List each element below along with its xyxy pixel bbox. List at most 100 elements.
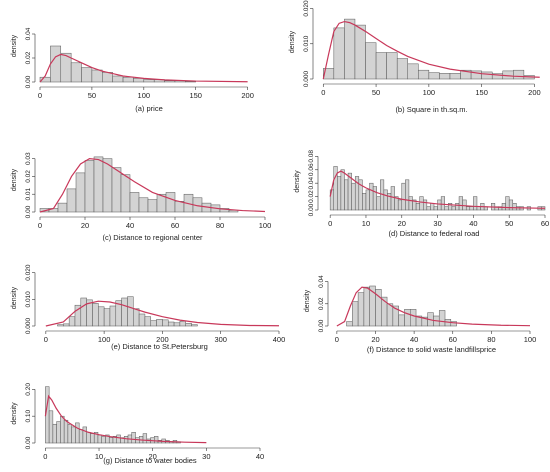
histogram-bar: [426, 206, 431, 211]
histogram-bar: [97, 434, 102, 444]
histogram-bar: [173, 322, 181, 327]
histogram-bar: [398, 314, 405, 327]
histogram-bar: [363, 286, 370, 327]
histogram-bar: [383, 189, 388, 211]
histogram-bar: [122, 76, 134, 83]
histogram-bar: [156, 319, 163, 327]
y-axis-label: density: [11, 286, 18, 309]
histogram-bar: [120, 174, 131, 213]
histogram-bar: [191, 324, 198, 327]
histogram-bar: [458, 196, 463, 211]
histogram-bar: [150, 320, 157, 327]
y-tick-label: 0.00: [318, 319, 325, 332]
x-tick-label: 0: [43, 452, 47, 461]
histogram-bar: [67, 423, 72, 444]
histogram-bar: [344, 179, 349, 211]
x-tick-label: 40: [410, 335, 418, 344]
x-tick-label: 0: [44, 335, 48, 344]
y-tick-label: 0.010: [25, 291, 32, 308]
histogram-bar: [116, 434, 121, 444]
histogram-bar: [127, 296, 134, 327]
panel-caption: (g) Distance to water bodies: [103, 456, 197, 465]
x-tick-label: 200: [156, 335, 169, 344]
panel-caption: (a) price: [135, 104, 163, 113]
histogram-bar: [340, 169, 345, 211]
histogram-bar: [410, 309, 417, 327]
histogram-bar: [63, 323, 70, 327]
histogram-bar: [369, 182, 374, 211]
histogram-bar: [404, 309, 411, 327]
histogram-bar: [481, 71, 493, 80]
histogram-bar: [121, 297, 128, 327]
y-tick-label: 0.02: [318, 297, 325, 310]
x-tick-label: 100: [259, 221, 272, 230]
histogram-bar: [90, 433, 95, 444]
density-curve: [45, 300, 280, 327]
histogram-bar: [81, 67, 93, 83]
histogram-bar: [82, 426, 87, 444]
density-curve: [322, 20, 540, 80]
histogram-bar: [451, 206, 456, 211]
panel-caption: (d) Distance to federal road: [389, 229, 480, 238]
x-tick-label: 0: [321, 88, 325, 97]
histogram-bar: [66, 188, 77, 213]
histogram-bar: [386, 52, 398, 80]
histogram-bar: [401, 182, 406, 211]
histogram-bar: [390, 186, 395, 211]
x-tick-label: 60: [541, 219, 549, 228]
y-tick-label: 0.04: [318, 275, 325, 288]
histogram-bar: [444, 206, 449, 211]
y-tick-label: 0.00: [25, 436, 32, 449]
histogram-bar: [138, 313, 146, 327]
histogram-bar: [440, 196, 445, 211]
histogram-bar: [352, 301, 359, 327]
histogram-bar: [50, 45, 62, 83]
histogram-bar: [154, 436, 159, 444]
y-axis-label: density: [294, 170, 301, 193]
y-tick-label: 0.000: [25, 317, 32, 334]
histogram-bar: [164, 80, 176, 83]
histogram-bar: [103, 308, 111, 327]
x-tick-label: 150: [475, 88, 488, 97]
histogram-bar: [418, 69, 430, 80]
histogram-bar: [71, 426, 76, 444]
histogram-bar: [133, 78, 145, 83]
y-axis-label: density: [11, 168, 18, 191]
histogram-bar: [375, 52, 387, 80]
y-tick-label: 0.02: [25, 170, 32, 183]
histogram-bar: [133, 308, 140, 327]
histogram-bar: [430, 203, 435, 211]
histogram-bar: [84, 160, 95, 213]
histogram-bar: [86, 432, 91, 444]
panel-caption: (c) Distance to regional center: [102, 233, 203, 242]
y-tick-label: 0.20: [25, 383, 32, 396]
x-tick-label: 40: [256, 452, 264, 461]
histogram-bar: [354, 24, 366, 80]
y-tick-label: 0.00: [25, 205, 32, 218]
y-tick-label: 0.04: [25, 27, 32, 40]
histogram-bar: [405, 179, 410, 211]
x-tick-label: 60: [171, 221, 179, 230]
histogram-bar: [372, 186, 377, 211]
histogram-bar: [48, 410, 54, 444]
histogram-bar: [91, 69, 103, 83]
density-curve: [329, 170, 546, 209]
histogram-bar: [465, 206, 471, 211]
chart-f: 0 20 40 60 80 100 0.00 0.02 0.04 density (f) Dista…: [304, 275, 536, 354]
histogram-bar: [362, 192, 367, 211]
histogram-bar: [63, 419, 69, 444]
histogram-bar: [407, 63, 419, 80]
histogram-bar: [415, 203, 420, 211]
histogram-bar: [144, 316, 152, 327]
histogram-bar: [143, 79, 155, 83]
chart-g: 0 10 20 30 40 0.00 0.10 0.20 density (g) Distance…: [11, 383, 264, 465]
histogram-bar: [92, 303, 99, 327]
y-tick-label: 0.03: [25, 152, 32, 165]
histogram-bar: [365, 189, 370, 211]
histogram-bar: [167, 321, 175, 327]
histogram-bar: [428, 72, 440, 80]
histogram-bar: [337, 176, 342, 211]
histogram-bar: [473, 196, 478, 211]
x-tick-label: 10: [95, 452, 103, 461]
histogram-bar: [346, 321, 353, 327]
